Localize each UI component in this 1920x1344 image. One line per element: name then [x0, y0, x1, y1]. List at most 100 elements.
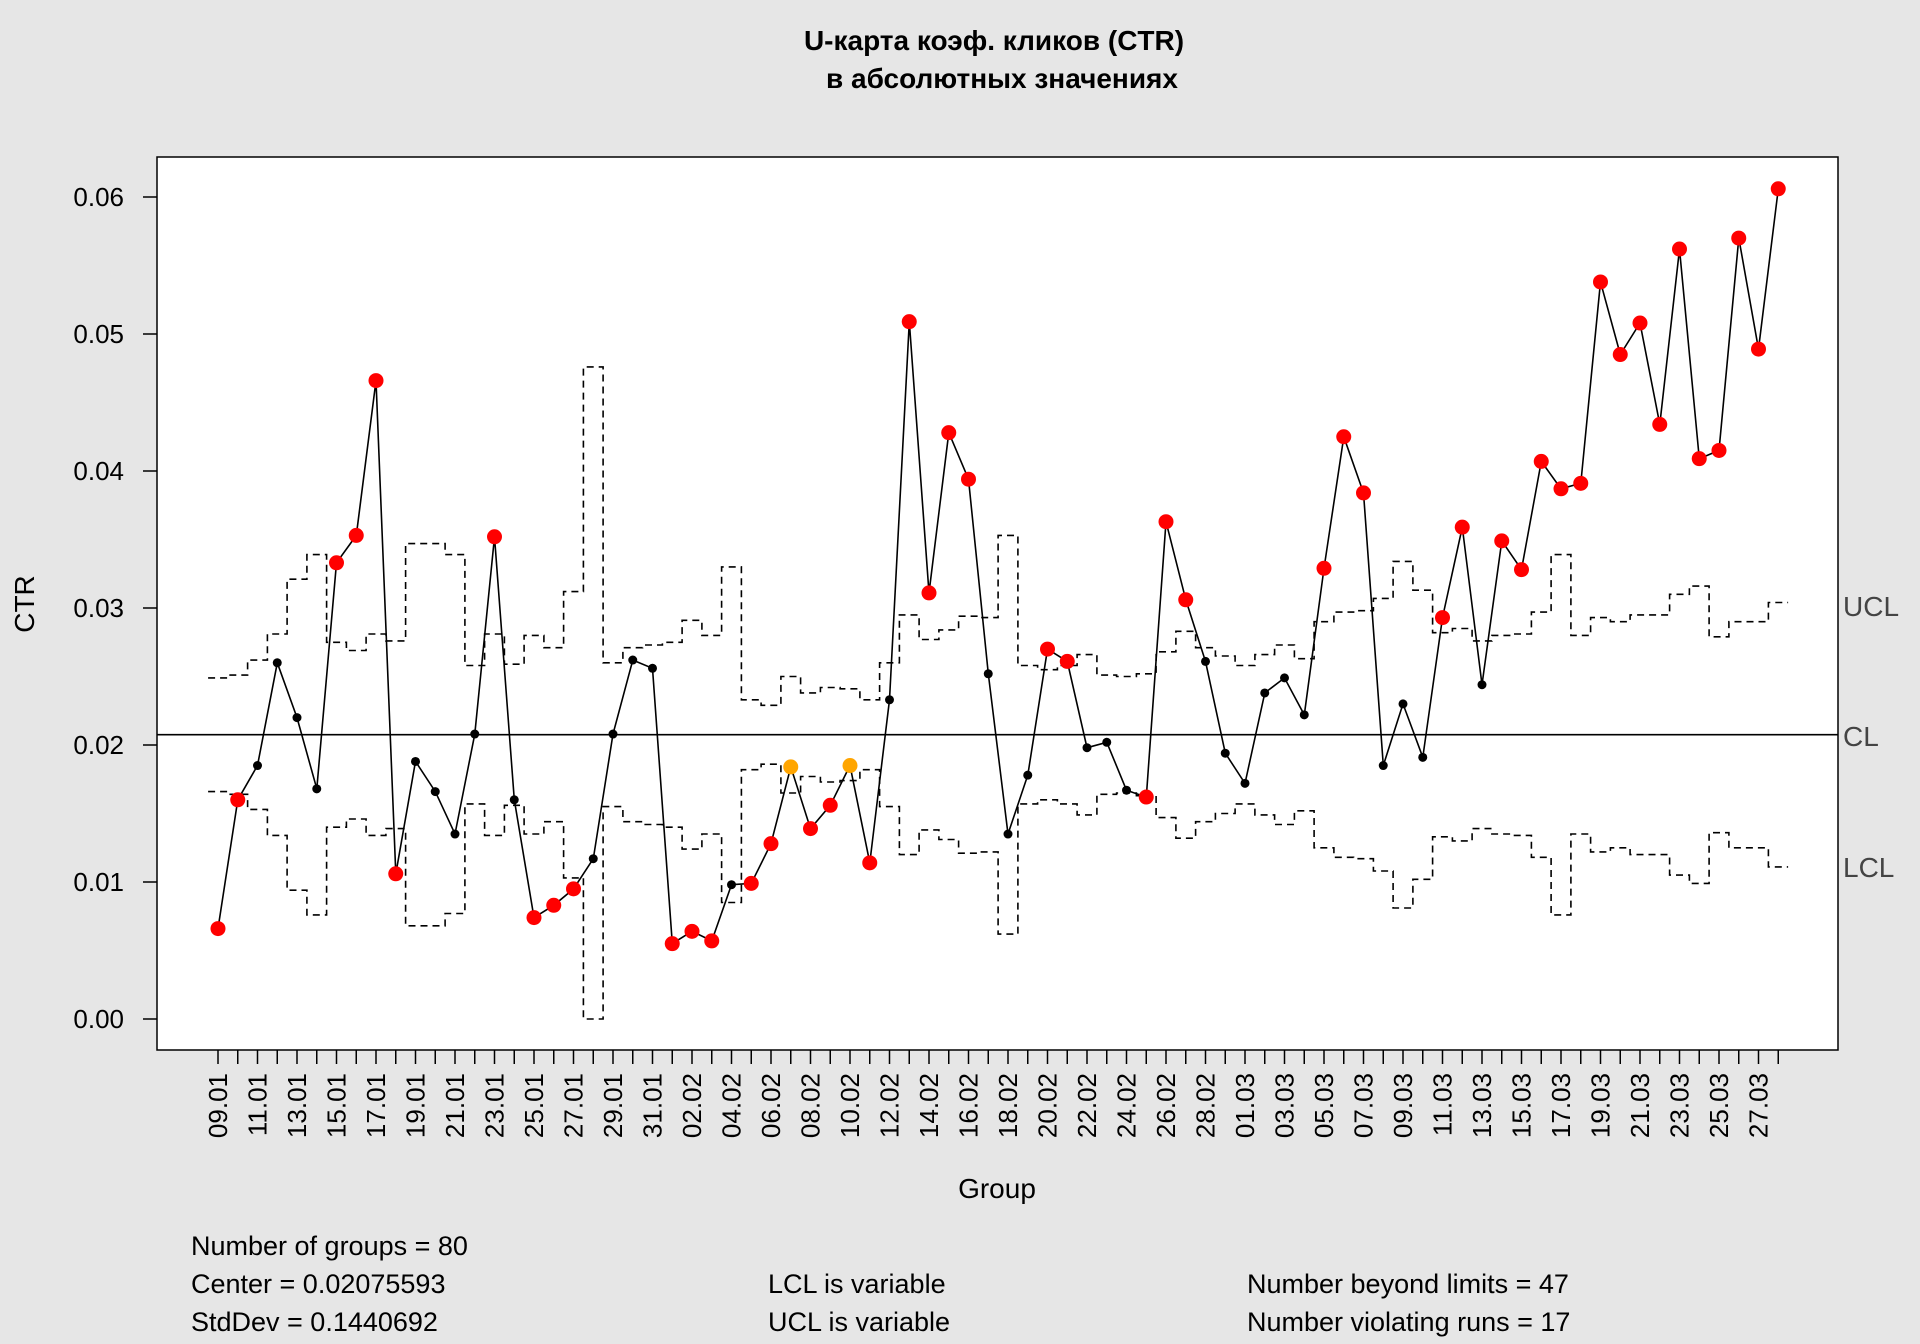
data-point — [1059, 653, 1075, 669]
y-tick-label: 0.04 — [73, 456, 124, 486]
data-point — [509, 795, 519, 805]
control-limits — [157, 366, 1838, 1020]
x-tick-label: 17.01 — [361, 1073, 391, 1138]
x-tick-label: 29.01 — [598, 1073, 628, 1138]
lcl-line — [208, 763, 1789, 1020]
data-point — [1514, 562, 1529, 578]
x-tick-label: 27.01 — [559, 1073, 589, 1138]
data-point — [450, 829, 460, 839]
data-point — [1711, 442, 1727, 458]
data-point — [961, 471, 976, 487]
data-point — [1418, 752, 1428, 762]
data-point — [1494, 533, 1510, 549]
data-point — [608, 729, 618, 739]
x-tick-label: 13.03 — [1467, 1073, 1497, 1138]
chart-subtitle: в абсолютных значениях — [826, 63, 1178, 94]
data-point — [1378, 761, 1388, 771]
cl-label: CL — [1843, 721, 1879, 752]
x-tick-label: 21.03 — [1625, 1073, 1655, 1138]
data-point — [727, 880, 736, 890]
data-point — [1201, 656, 1210, 666]
data-point — [526, 910, 542, 926]
data-point — [588, 854, 598, 864]
data-point — [704, 933, 720, 949]
y-tick-label: 0.02 — [73, 730, 124, 760]
x-tick-label: 05.03 — [1309, 1073, 1339, 1138]
data-point — [1158, 514, 1174, 530]
data-point — [1652, 416, 1668, 432]
x-tick-label: 25.03 — [1704, 1073, 1734, 1138]
x-tick-label: 13.01 — [282, 1073, 312, 1138]
data-point — [1299, 710, 1309, 720]
ucl-label: UCL — [1843, 591, 1899, 622]
data-point — [1751, 341, 1766, 357]
x-axis: 09.01 11.01 13.01 15.01 17.01 19.01 21.01 23.01… — [203, 1050, 1779, 1138]
x-tick-label: 23.03 — [1665, 1073, 1695, 1138]
data-point — [664, 936, 680, 952]
stat-violating-runs: Number violating runs = 17 — [1247, 1307, 1571, 1337]
x-tick-label: 23.01 — [480, 1073, 510, 1138]
data-point — [470, 729, 480, 739]
data-point — [842, 758, 858, 774]
lcl-label: LCL — [1843, 852, 1894, 883]
x-tick-label: 26.02 — [1151, 1073, 1181, 1138]
y-tick-label: 0.06 — [73, 182, 124, 212]
data-point — [684, 923, 700, 939]
x-tick-label: 20.02 — [1033, 1073, 1063, 1138]
x-tick-label: 19.03 — [1586, 1073, 1616, 1138]
y-tick-label: 0.03 — [73, 593, 124, 623]
x-tick-label: 14.02 — [914, 1073, 944, 1138]
data-point — [312, 784, 322, 794]
data-point — [763, 836, 779, 852]
x-tick-label: 22.02 — [1072, 1073, 1102, 1138]
data-point — [1003, 829, 1013, 839]
data-point — [388, 866, 404, 882]
x-axis-label: Group — [958, 1173, 1036, 1204]
data-point — [1138, 789, 1154, 805]
x-tick-label: 08.02 — [796, 1073, 826, 1138]
data-point — [1178, 592, 1194, 608]
x-tick-label: 09.03 — [1388, 1073, 1418, 1138]
x-tick-label: 27.03 — [1744, 1073, 1774, 1138]
ucl-line — [208, 366, 1789, 707]
data-point — [368, 373, 384, 389]
data-point — [941, 425, 957, 441]
data-point — [411, 756, 420, 766]
x-tick-label: 21.01 — [440, 1073, 470, 1138]
data-point — [1593, 274, 1608, 290]
stats-right: Number beyond limits = 47 Number violati… — [1247, 1265, 1570, 1341]
data-point — [1632, 315, 1648, 331]
stats-middle: LCL is variable UCL is variable — [768, 1265, 950, 1341]
stat-beyond-limits: Number beyond limits = 47 — [1247, 1269, 1569, 1299]
y-tick-label: 0.01 — [73, 867, 124, 897]
x-tick-label: 24.02 — [1112, 1073, 1142, 1138]
data-point — [1533, 453, 1549, 469]
x-tick-label: 31.01 — [638, 1073, 668, 1138]
data-point — [885, 695, 894, 705]
data-point — [822, 797, 838, 813]
x-tick-label: 18.02 — [993, 1073, 1023, 1138]
data-point — [1731, 230, 1747, 246]
data-point — [1023, 770, 1033, 780]
x-tick-label: 12.02 — [875, 1073, 905, 1138]
data-point — [921, 585, 937, 601]
data-point — [1672, 241, 1687, 257]
stat-number-of-groups: Number of groups = 80 — [191, 1231, 468, 1261]
data-point — [1082, 743, 1092, 753]
data-point — [983, 669, 993, 679]
data-point — [862, 855, 878, 871]
data-point — [628, 655, 638, 665]
data-point — [1336, 429, 1352, 445]
x-tick-label: 04.02 — [717, 1073, 747, 1138]
data-point — [1102, 737, 1112, 747]
data-point — [487, 529, 502, 545]
data-point — [272, 658, 282, 668]
x-tick-label: 28.02 — [1191, 1073, 1221, 1138]
x-tick-label: 17.03 — [1546, 1073, 1576, 1138]
data-point — [1612, 347, 1628, 363]
data-point — [1040, 641, 1055, 657]
x-tick-label: 25.01 — [519, 1073, 549, 1138]
x-tick-label: 15.01 — [322, 1073, 352, 1138]
data-point — [743, 875, 759, 891]
data-point — [1356, 485, 1371, 501]
